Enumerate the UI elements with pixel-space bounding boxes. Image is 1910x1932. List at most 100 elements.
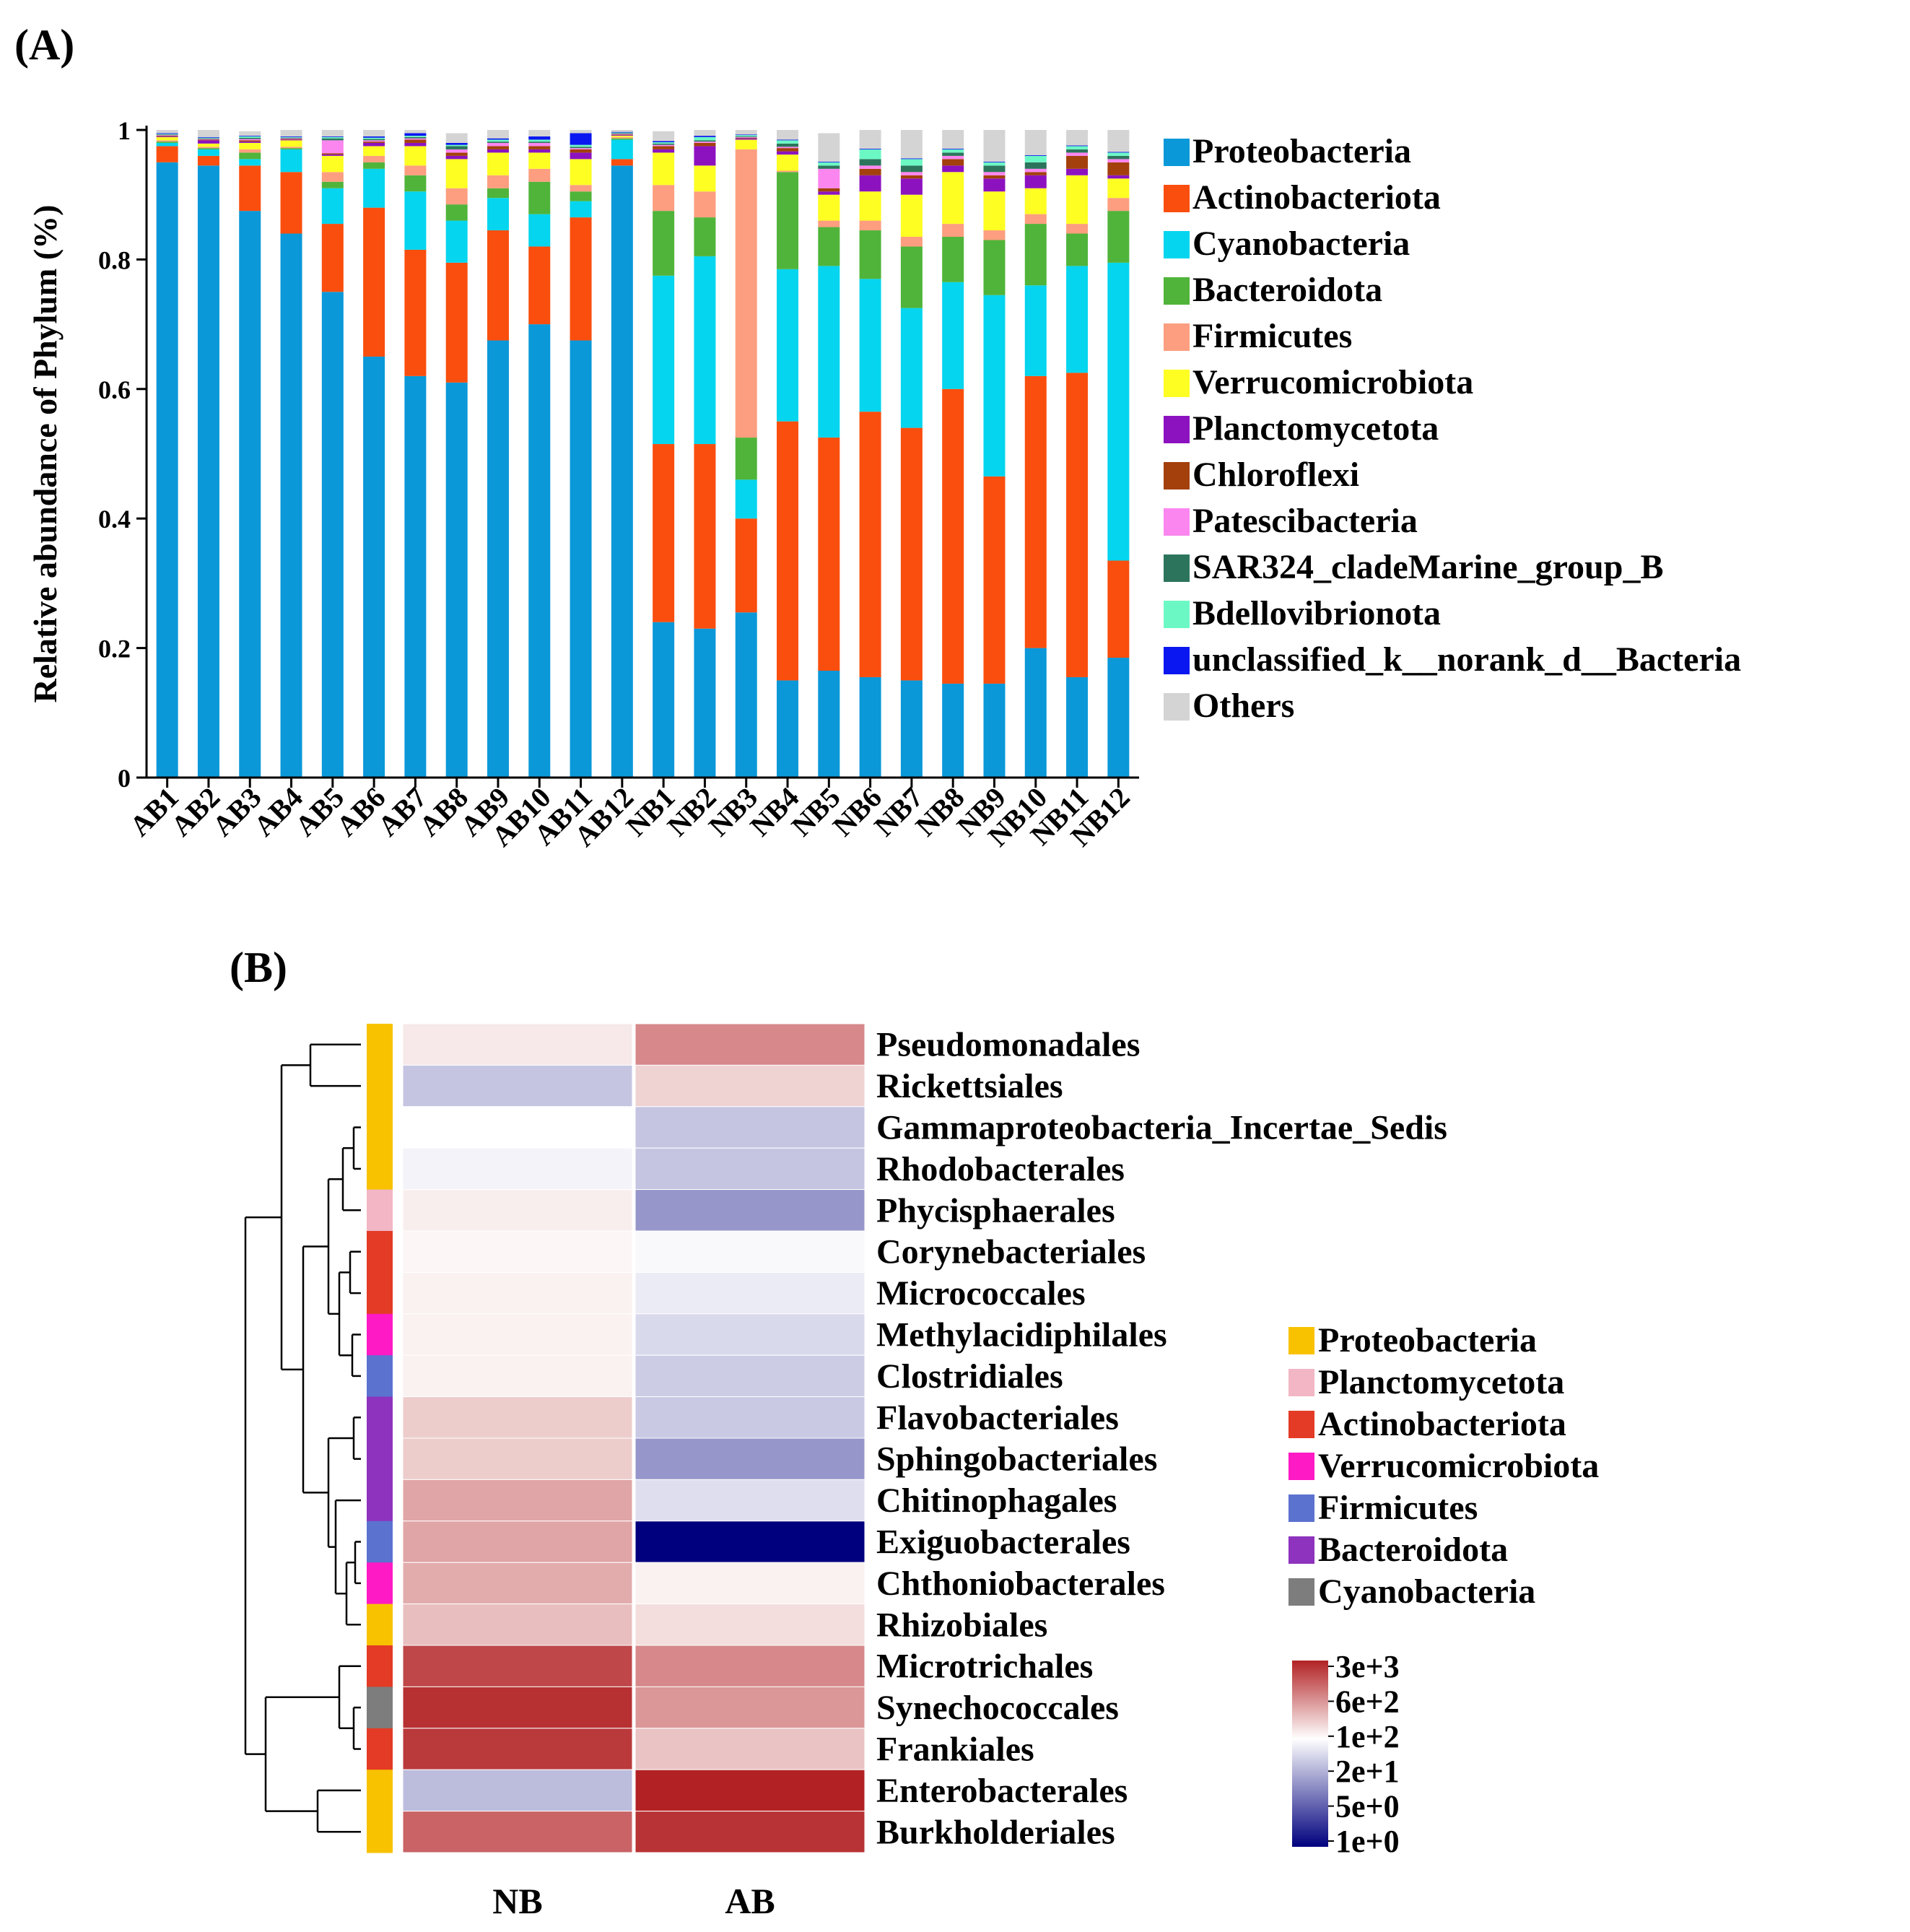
bar-nb8-planctomycetota	[942, 165, 964, 173]
bar-ab1-bacteroidota	[156, 142, 178, 143]
row-label-methylacidiphilales: Methylacidiphilales	[876, 1316, 1167, 1354]
bar-ab8-unclassified-k-norank-d-bacteria	[445, 142, 468, 145]
bar-nb11-others	[1066, 130, 1089, 146]
bar-ab9-actinobacteriota	[487, 230, 509, 341]
phylum-legend-label-verrucomicrobiota: Verrucomicrobiota	[1318, 1447, 1599, 1485]
bar-nb4-sar324-clademarine-group-b	[777, 143, 799, 147]
cell-rhodobacterales-ab	[635, 1147, 865, 1191]
bar-nb12-patescibacteria	[1107, 159, 1130, 162]
bar-nb2-others	[694, 130, 716, 136]
heatmap-cells	[367, 1023, 865, 1853]
bar-ab1-sar324-clademarine-group-b	[156, 134, 178, 136]
y-tick-label-2: 0.4	[98, 505, 131, 534]
bar-nb10-unclassified-k-norank-d-bacteria	[1024, 155, 1047, 156]
bar-nb11-firmicutes	[1066, 224, 1089, 234]
y-tick-label-4: 0.8	[98, 245, 131, 274]
bar-ab12-others	[611, 130, 633, 132]
phylum-legend-swatch-verrucomicrobiota	[1288, 1453, 1314, 1480]
bar-nb11-chloroflexi	[1066, 155, 1089, 169]
legend-label-chloroflexi: Chloroflexi	[1192, 456, 1359, 494]
bar-ab1-firmicutes	[156, 140, 178, 142]
bar-ab8-bacteroidota	[445, 204, 468, 221]
bar-nb2-proteobacteria	[694, 628, 716, 778]
cell-corynebacteriales-ab	[635, 1230, 865, 1273]
bar-nb2-bdellovibrionota	[694, 136, 716, 141]
bar-ab9-sar324-clademarine-group-b	[487, 142, 509, 143]
colorbar-label-2: 1e+2	[1335, 1719, 1400, 1754]
cell-chitinophagales-nb	[402, 1479, 633, 1522]
bar-ab6-proteobacteria	[363, 356, 385, 778]
bar-nb7-firmicutes	[900, 237, 923, 247]
legend-swatch-planctomycetota	[1164, 416, 1190, 443]
cell-sphingobacteriales-nb	[402, 1437, 633, 1480]
bar-ab3-bdellovibrionota	[239, 136, 261, 138]
row-annotation-exiguobacterales	[367, 1520, 393, 1563]
bar-nb1-others	[653, 131, 675, 142]
cell-burkholderiales-ab	[635, 1811, 865, 1853]
bar-nb12-actinobacteriota	[1107, 560, 1130, 658]
bar-ab7-proteobacteria	[404, 375, 427, 778]
bar-ab9-unclassified-k-norank-d-bacteria	[487, 138, 509, 140]
bar-nb10-sar324-clademarine-group-b	[1024, 162, 1047, 169]
cell-microtrichales-nb	[402, 1645, 633, 1687]
bar-ab1-patescibacteria	[156, 135, 178, 136]
bar-nb3-actinobacteriota	[735, 518, 757, 613]
phylum-legend-label-actinobacteriota: Actinobacteriota	[1318, 1405, 1566, 1443]
bar-ab3-others	[239, 131, 261, 136]
bar-ab10-others	[528, 130, 551, 136]
bar-ab3-patescibacteria	[239, 139, 261, 141]
bar-ab4-firmicutes	[280, 147, 302, 149]
cell-synechococcales-ab	[635, 1686, 865, 1729]
colorbar-label-1: 6e+2	[1335, 1684, 1400, 1719]
bar-nb8-others	[942, 130, 964, 149]
bar-nb7-bacteroidota	[900, 246, 923, 308]
bar-ab11-sar324-clademarine-group-b	[570, 147, 592, 149]
bar-ab10-bacteroidota	[528, 181, 551, 214]
bar-nb8-bacteroidota	[942, 237, 964, 282]
row-annotation-frankiales	[367, 1728, 393, 1770]
bar-nb2-bacteroidota	[694, 217, 716, 256]
bar-nb3-bacteroidota	[735, 438, 757, 480]
row-annotation-rhizobiales	[367, 1604, 393, 1646]
bar-nb3-unclassified-k-norank-d-bacteria	[735, 134, 757, 136]
bar-nb2-patescibacteria	[694, 142, 716, 143]
legend-swatch-verrucomicrobiota	[1164, 370, 1190, 397]
bar-nb8-proteobacteria	[942, 683, 964, 778]
bar-nb9-bacteroidota	[983, 240, 1006, 295]
bar-nb9-verrucomicrobiota	[983, 191, 1006, 231]
bar-ab1-cyanobacteria	[156, 142, 178, 147]
bar-nb12-others	[1107, 130, 1130, 152]
legend-label-proteobacteria: Proteobacteria	[1192, 132, 1411, 170]
row-annotation-synechococcales	[367, 1687, 393, 1729]
bar-ab5-bacteroidota	[321, 181, 344, 188]
cell-gammaproteobacteria-incertae-sedis-nb	[402, 1106, 633, 1149]
bar-ab7-cyanobacteria	[404, 191, 427, 250]
bar-nb10-bdellovibrionota	[1024, 155, 1047, 162]
bar-nb6-firmicutes	[859, 220, 881, 231]
bar-ab12-unclassified-k-norank-d-bacteria	[611, 131, 633, 133]
row-annotation-rhodobacterales	[367, 1148, 393, 1191]
row-annotation-clostridiales	[367, 1355, 393, 1398]
bar-ab8-chloroflexi	[445, 152, 468, 156]
bar-nb5-bdellovibrionota	[818, 162, 840, 166]
phylum-legend-swatch-actinobacteriota	[1288, 1411, 1314, 1438]
cell-enterobacterales-nb	[402, 1769, 633, 1812]
bar-nb10-actinobacteriota	[1024, 375, 1047, 648]
row-label-micrococcales: Micrococcales	[876, 1274, 1086, 1313]
bar-nb7-sar324-clademarine-group-b	[900, 165, 923, 173]
bars-group	[156, 130, 1130, 778]
bar-ab9-planctomycetota	[487, 149, 509, 153]
bar-ab11-bacteroidota	[570, 191, 592, 201]
cell-phycisphaerales-nb	[402, 1189, 633, 1232]
bar-nb8-chloroflexi	[942, 159, 964, 166]
bar-nb2-planctomycetota	[694, 146, 716, 166]
bar-nb5-sar324-clademarine-group-b	[818, 165, 840, 169]
bar-ab10-proteobacteria	[528, 324, 551, 778]
bar-ab8-others	[445, 133, 468, 143]
row-label-microtrichales: Microtrichales	[876, 1648, 1093, 1686]
cell-frankiales-ab	[635, 1728, 865, 1770]
legend-label-cyanobacteria: Cyanobacteria	[1192, 225, 1410, 263]
bar-ab12-firmicutes	[611, 136, 633, 139]
bar-nb1-planctomycetota	[653, 149, 675, 153]
phylum-legend-label-planctomycetota: Planctomycetota	[1318, 1363, 1564, 1401]
